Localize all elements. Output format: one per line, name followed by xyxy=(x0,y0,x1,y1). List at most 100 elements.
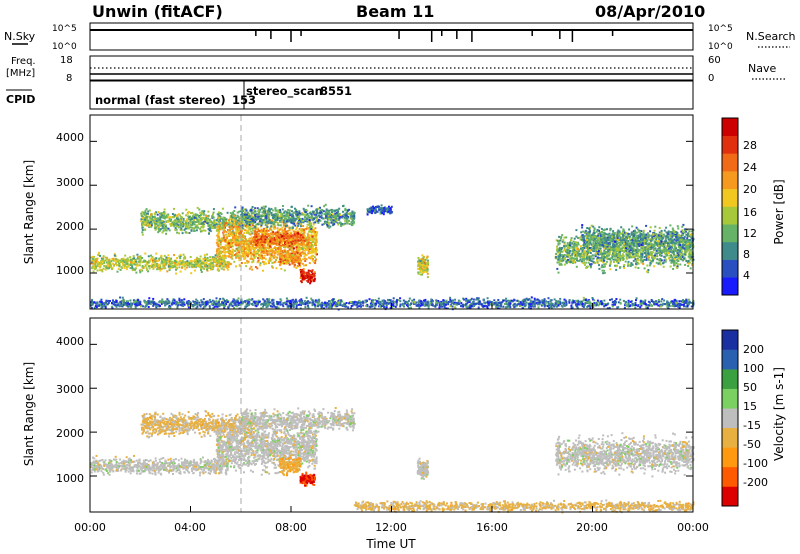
power-cell xyxy=(213,256,216,259)
power-cell xyxy=(387,210,390,213)
power-cell xyxy=(317,221,320,224)
power-cell xyxy=(220,247,223,250)
power-cell xyxy=(273,226,276,229)
nsearch-tick-bottom: 10^0 xyxy=(708,42,733,52)
power-cell xyxy=(292,249,294,252)
power-cell xyxy=(169,216,172,219)
power-cell xyxy=(338,207,341,210)
power-cell xyxy=(219,243,222,246)
power-cell xyxy=(169,224,172,227)
power-cell xyxy=(252,224,254,227)
power-cell xyxy=(164,258,167,261)
power-cell xyxy=(202,213,205,216)
power-cell xyxy=(308,230,311,233)
power-cell xyxy=(181,222,184,225)
power-cell xyxy=(91,257,94,260)
power-cell xyxy=(311,251,314,254)
power-cell xyxy=(157,228,160,231)
power-cell xyxy=(223,229,226,232)
power-cell xyxy=(248,267,251,270)
power-cell xyxy=(368,211,371,213)
power-cell xyxy=(251,253,254,256)
power-cell xyxy=(263,254,266,257)
power-cell xyxy=(318,214,320,217)
power-cell xyxy=(92,270,95,273)
power-cell xyxy=(206,256,209,259)
power-cell xyxy=(159,222,162,225)
power-cell xyxy=(165,256,168,259)
power-cell xyxy=(332,214,335,217)
power-cell xyxy=(292,217,295,220)
power-cell xyxy=(288,237,291,240)
power-cell xyxy=(329,209,332,212)
power-cell xyxy=(247,229,250,232)
power-cell xyxy=(276,219,279,221)
power-cell xyxy=(145,267,148,270)
power-cell xyxy=(162,265,165,268)
power-cell xyxy=(190,259,193,262)
power-cell xyxy=(257,210,260,213)
power-cell xyxy=(251,245,254,248)
power-cell xyxy=(212,224,215,227)
power-cell xyxy=(293,233,296,236)
power-cell xyxy=(93,263,96,266)
power-cell xyxy=(167,254,170,257)
power-cell xyxy=(164,211,167,214)
power-cell xyxy=(227,255,230,258)
power-cell xyxy=(335,209,338,212)
power-cell xyxy=(310,278,313,281)
power-cell xyxy=(298,261,301,264)
power-cell xyxy=(206,267,209,269)
power-cell xyxy=(286,232,289,235)
power-cell xyxy=(223,239,226,242)
power-cell xyxy=(382,213,385,216)
power-cell xyxy=(245,248,248,251)
power-cell xyxy=(231,254,234,257)
power-cell xyxy=(113,254,116,257)
power-cell xyxy=(238,263,241,266)
power-cell xyxy=(207,224,210,227)
power-cell xyxy=(195,229,198,232)
power-cell xyxy=(326,213,329,215)
power-cell xyxy=(300,270,303,273)
power-cell xyxy=(171,265,174,268)
power-cell xyxy=(205,261,208,264)
power-cell xyxy=(169,218,172,221)
power-cell xyxy=(304,220,307,223)
power-cell xyxy=(161,258,163,261)
power-cell xyxy=(390,211,393,214)
power-cell xyxy=(295,241,298,244)
power-cell xyxy=(185,266,188,269)
power-cell xyxy=(196,213,199,216)
power-cell xyxy=(275,234,278,237)
power-cell xyxy=(243,208,246,211)
power-cell xyxy=(303,213,306,216)
power-cell xyxy=(342,223,345,226)
power-cell xyxy=(175,215,178,218)
power-cell xyxy=(252,253,255,256)
power-cell xyxy=(309,256,312,259)
power-cell xyxy=(218,216,221,219)
power-cell xyxy=(286,253,289,256)
power-cell xyxy=(250,241,252,244)
power-cell xyxy=(256,245,259,248)
power-cell xyxy=(229,246,232,249)
power-cell xyxy=(301,269,304,271)
power-cell xyxy=(131,269,134,272)
power-cell xyxy=(203,217,206,220)
power-cell xyxy=(113,259,115,262)
power-cell xyxy=(188,223,191,226)
power-cell xyxy=(211,225,213,228)
power-cell xyxy=(179,228,182,231)
power-cell xyxy=(254,234,257,237)
power-cell xyxy=(207,227,210,230)
power-cell xyxy=(376,210,379,213)
power-cell xyxy=(184,225,187,228)
power-cell xyxy=(268,207,270,210)
power-cell xyxy=(306,242,309,245)
power-cell xyxy=(318,215,321,218)
power-cell xyxy=(575,235,578,238)
power-cell xyxy=(229,212,232,215)
power-cell xyxy=(371,209,373,212)
power-cell xyxy=(246,247,249,250)
